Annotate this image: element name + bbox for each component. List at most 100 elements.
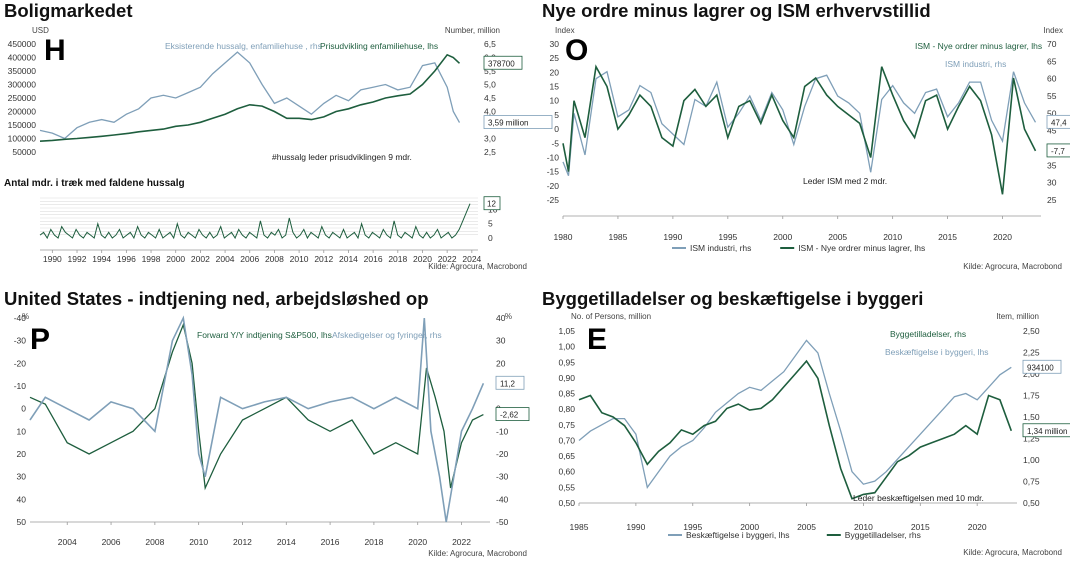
- right-tick-label: 35: [1047, 160, 1057, 170]
- x-tick-label: 2002: [191, 254, 210, 264]
- left-tick-label: 0,85: [558, 389, 575, 399]
- left-tick-label: 50: [17, 517, 27, 527]
- x-tick-label: 1990: [43, 254, 62, 264]
- x-tick-label: 1980: [554, 232, 573, 242]
- left-tick-label: 40: [17, 494, 27, 504]
- left-tick-label: 0,90: [558, 373, 575, 383]
- right-tick-label: 0,75: [1023, 477, 1040, 487]
- series-line-0: [39, 51, 461, 140]
- right-tick-label: 4,0: [484, 107, 496, 117]
- right-tick-label: 25: [1047, 195, 1057, 205]
- end-value-label: 1,34 million: [1027, 427, 1067, 436]
- end-value-box: [483, 115, 553, 129]
- left-tick-label: 1,05: [558, 326, 575, 336]
- panel-letter: E: [587, 323, 608, 356]
- series-label: Prisudvikling enfamiliehuse, lhs: [320, 41, 438, 51]
- x-tick-label: 2010: [854, 522, 873, 532]
- left-tick-label: 0: [554, 124, 559, 134]
- left-tick-label: -20: [547, 181, 560, 191]
- x-tick-label: 2010: [189, 537, 208, 547]
- left-tick-label: 0,80: [558, 404, 575, 414]
- left-tick-label: 0,75: [558, 420, 575, 430]
- left-tick-label: 30: [550, 39, 560, 49]
- source-note: Kilde: Agrocura, Macrobond: [963, 548, 1062, 557]
- right-tick-label: -10: [496, 426, 509, 436]
- series-line-0: [562, 70, 1037, 176]
- x-tick-label: 1996: [117, 254, 136, 264]
- left-tick-label: 0,65: [558, 451, 575, 461]
- series-label: Forward Y/Y indtjening S&P500, lhs: [197, 330, 332, 340]
- left-tick-label: 200000: [8, 107, 37, 117]
- x-tick-label: 2020: [413, 254, 432, 264]
- end-value-label: 11,2: [500, 379, 516, 388]
- x-tick-label: 1990: [626, 522, 645, 532]
- series-label: Eksisterende hussalg, enfamiliehuse , rh…: [165, 41, 322, 51]
- x-tick-label: 2022: [438, 254, 457, 264]
- source-note: Kilde: Agrocura, Macrobond: [428, 549, 527, 558]
- left-tick-label: 0,50: [558, 498, 575, 508]
- panel-title: Nye ordre minus lagrer og ISM erhvervsti…: [542, 0, 931, 21]
- end-value-box: [495, 375, 525, 390]
- left-tick-label: 10: [550, 96, 560, 106]
- series-line-1: [578, 359, 1013, 500]
- right-tick-label: 30: [1047, 178, 1057, 188]
- left-tick-label: 5: [554, 110, 559, 120]
- right-tick-label: 2,5: [484, 147, 496, 157]
- left-tick-label: -15: [547, 167, 560, 177]
- left-tick-label: 30: [17, 472, 27, 482]
- right-axis-unit: Index: [1043, 26, 1063, 35]
- right-tick-label: 2,25: [1023, 348, 1040, 358]
- left-tick-label: -40: [14, 313, 27, 323]
- right-tick-label: -50: [496, 517, 509, 527]
- x-tick-label: 2005: [797, 522, 816, 532]
- x-tick-label: 2000: [166, 254, 185, 264]
- right-axis-unit: Number, million: [445, 26, 500, 35]
- series-label: Byggetilladelser, rhs: [890, 329, 966, 339]
- right-axis-unit: %: [505, 312, 512, 321]
- sub-end-box: [483, 196, 501, 211]
- end-value-label: -7,7: [1051, 147, 1065, 156]
- series-line-1: [39, 53, 461, 142]
- right-tick-label: -20: [496, 449, 509, 459]
- x-tick-label: 2015: [911, 522, 930, 532]
- left-tick-label: 10: [17, 426, 27, 436]
- chart-nye-ordre: Index Index302520151050-5-10-15-20-257065…: [547, 26, 1070, 253]
- right-tick-label: 1,25: [1023, 434, 1040, 444]
- x-tick-label: 2008: [145, 537, 164, 547]
- x-tick-label: 1985: [570, 522, 589, 532]
- x-tick-label: 2020: [968, 522, 987, 532]
- x-tick-label: 1995: [718, 232, 737, 242]
- panel-title: Boligmarkedet: [4, 0, 133, 21]
- x-tick-label: 2000: [773, 232, 792, 242]
- chart-annotation: Leder ISM med 2 mdr.: [803, 176, 887, 186]
- chart-annotation: Leder beskæftigelsen med 10 mdr.: [853, 493, 984, 503]
- x-tick-label: 2012: [233, 537, 252, 547]
- end-value-box: [1022, 359, 1062, 374]
- x-tick-label: 2005: [828, 232, 847, 242]
- left-tick-label: 100000: [8, 134, 37, 144]
- left-axis-unit: Index: [555, 26, 575, 35]
- left-tick-label: 50000: [12, 147, 36, 157]
- series-line-1: [29, 315, 485, 523]
- right-tick-label: 20: [496, 358, 506, 368]
- x-tick-label: 1995: [683, 522, 702, 532]
- end-value-box: [483, 55, 523, 70]
- x-tick-label: 1992: [68, 254, 87, 264]
- right-tick-label: 5,0: [484, 80, 496, 90]
- sub-series-line: [39, 203, 471, 240]
- left-tick-label: 0,70: [558, 435, 575, 445]
- series-line-0: [578, 339, 1012, 489]
- x-tick-label: 2022: [452, 537, 471, 547]
- end-value-label: -2,62: [500, 411, 519, 420]
- sub-tick-label: 5: [488, 219, 493, 229]
- series-line-0: [29, 322, 484, 491]
- chart-united-states: %%-40-30-20-1001020304050403020100-10-20…: [14, 312, 530, 547]
- right-tick-label: 4,5: [484, 93, 496, 103]
- legend-label: ISM - Nye ordrer minus lagrer, lhs: [798, 243, 925, 253]
- right-tick-label: 45: [1047, 126, 1057, 136]
- left-tick-label: 15: [550, 82, 560, 92]
- x-tick-label: 2006: [102, 537, 121, 547]
- series-label: Afskedigelser og fyringer, rhs: [332, 330, 442, 340]
- panel-title: United States - indtjening ned, arbejdsl…: [4, 288, 429, 309]
- right-tick-label: 30: [496, 336, 506, 346]
